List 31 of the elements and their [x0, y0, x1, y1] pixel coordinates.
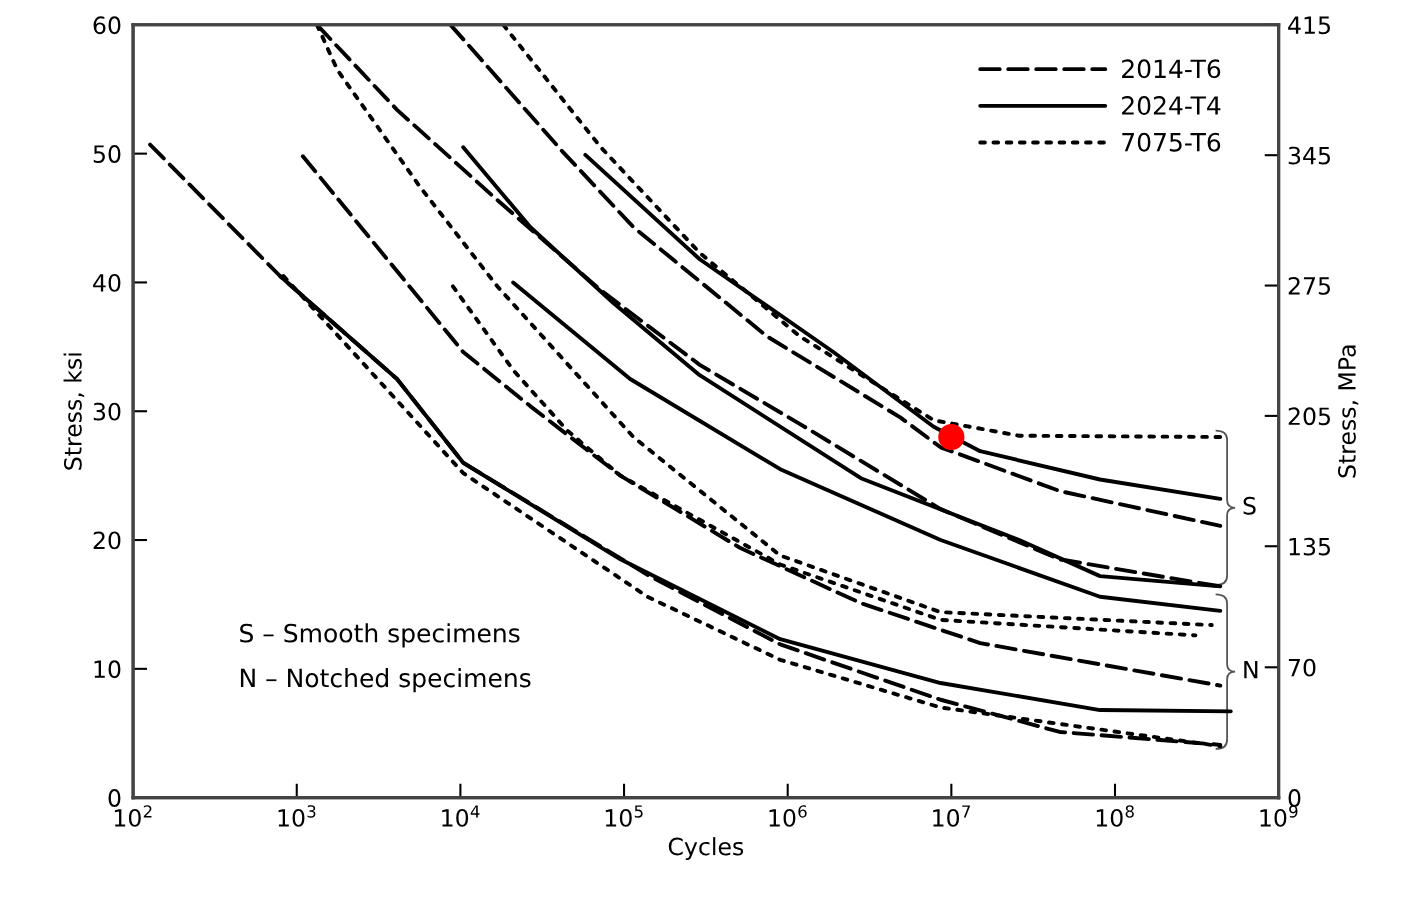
- y-tick-label: 30: [93, 402, 121, 421]
- y-axis-title: Stress, ksi: [63, 353, 85, 470]
- x-tick-label: 10$^{6}$: [769, 805, 807, 827]
- x-tick-label: 10$^{8}$: [1096, 805, 1134, 827]
- y2-tick-label: 0: [1288, 789, 1301, 807]
- x-tick-label: 10$^{4}$: [442, 805, 480, 827]
- y2-axis-title: Stress, MPa: [1338, 345, 1359, 478]
- y-tick-label: 50: [93, 145, 121, 163]
- y2-tick-label: 135: [1289, 537, 1330, 556]
- y-tick-label: 40: [93, 273, 121, 292]
- y-tick-label: 60: [93, 16, 121, 35]
- y2-tick-label: 415: [1288, 16, 1330, 35]
- y2-tick-label: 70: [1288, 658, 1316, 677]
- x-tick-label: 10$^{9}$: [1260, 805, 1298, 827]
- y2-tick-label: 205: [1288, 407, 1330, 426]
- annotation: S: [1243, 496, 1256, 515]
- legend-label: 2024-T4: [1122, 96, 1221, 115]
- y2-tick-label: 275: [1288, 276, 1330, 295]
- y-tick-label: 10: [94, 660, 121, 679]
- x-tick-label: 10$^{3}$: [278, 805, 316, 827]
- annotation: S – Smooth specimens: [240, 623, 520, 648]
- y-tick-label: 0: [108, 789, 121, 807]
- x-tick-label: 10$^{5}$: [605, 805, 643, 827]
- y2-tick-label: 345: [1288, 146, 1330, 165]
- x-axis-title: Cycles: [668, 837, 744, 861]
- y-tick-label: 20: [93, 531, 121, 550]
- legend-label: 2014-T6: [1122, 59, 1221, 79]
- x-tick-label: 10$^{7}$: [933, 805, 970, 827]
- annotation: N: [1244, 660, 1258, 679]
- annotation: N – Notched specimens: [240, 668, 531, 693]
- legend-label: 7075-T6: [1122, 132, 1221, 152]
